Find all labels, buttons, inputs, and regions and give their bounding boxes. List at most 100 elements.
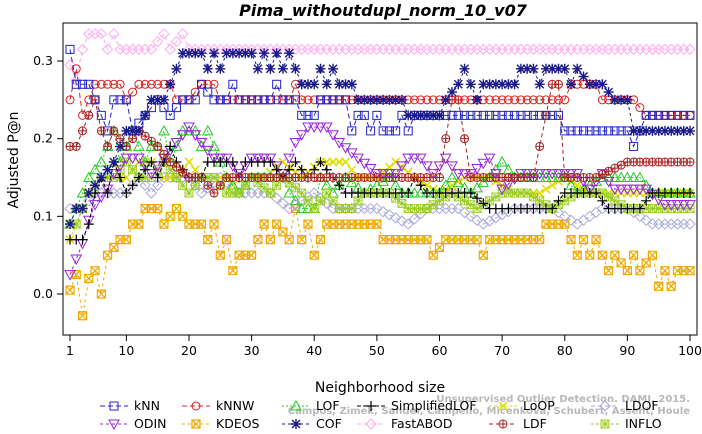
data-point [140, 164, 151, 175]
data-point [65, 219, 75, 230]
data-point [297, 95, 307, 105]
data-point [214, 153, 227, 165]
data-point [478, 250, 488, 260]
data-point [472, 204, 482, 214]
legend-marker [191, 401, 201, 411]
legend-label: INFLO [625, 416, 662, 431]
data-point [133, 125, 144, 136]
data-point [89, 163, 101, 175]
data-point [546, 171, 559, 182]
data-point [215, 250, 225, 260]
data-point [409, 110, 420, 121]
data-point [158, 124, 170, 136]
data-point [471, 214, 483, 226]
data-point [560, 196, 570, 206]
data-point [78, 126, 88, 136]
data-point [659, 200, 671, 211]
data-point [146, 79, 156, 89]
data-point [76, 43, 89, 56]
data-point [177, 48, 188, 59]
data-point [560, 126, 570, 136]
data-point [397, 198, 407, 208]
data-point [146, 94, 157, 105]
y-tick-label: 0.1 [33, 208, 53, 223]
data-point [228, 95, 238, 105]
data-point [96, 289, 106, 299]
legend-item-lof: LOF [282, 398, 340, 413]
data-point [441, 134, 451, 144]
data-point [641, 110, 651, 120]
data-point [322, 188, 332, 198]
data-point [101, 184, 114, 196]
data-point [103, 126, 113, 136]
y-axis-ticks: 0.0 0.1 0.2 0.3 [33, 53, 63, 301]
data-point [272, 180, 282, 190]
legend-label: SimplifiedLOF [391, 398, 477, 413]
data-point [396, 94, 407, 105]
series-simplifiedlof [65, 141, 695, 245]
data-point [65, 95, 75, 105]
data-point [627, 171, 640, 182]
data-point [109, 79, 119, 89]
data-point [82, 171, 95, 182]
data-point [616, 258, 626, 268]
data-point [485, 110, 495, 120]
data-point [258, 153, 270, 165]
data-point [115, 141, 126, 152]
data-point [609, 94, 620, 105]
data-point [371, 94, 382, 105]
data-point [510, 110, 520, 120]
data-point [591, 235, 601, 245]
legend-label: FastABOD [391, 416, 453, 431]
data-point [553, 110, 563, 120]
x-tick-label: 80 [557, 343, 573, 358]
data-point [578, 71, 589, 82]
data-point [190, 48, 201, 59]
data-point [102, 164, 113, 175]
data-point [608, 184, 621, 196]
data-point [685, 204, 695, 214]
data-point [616, 126, 626, 136]
data-point [358, 158, 371, 170]
data-point [320, 122, 333, 134]
series-line-odin [69, 126, 690, 275]
data-point [103, 79, 113, 89]
data-point [509, 79, 520, 90]
data-point [109, 95, 119, 105]
data-point [227, 48, 238, 59]
data-point [145, 169, 158, 180]
data-point [627, 206, 640, 219]
data-point [428, 200, 438, 210]
data-point [95, 192, 108, 203]
data-point [83, 188, 94, 199]
data-point [422, 235, 432, 245]
legend-label: ODIN [134, 416, 167, 431]
data-point [115, 95, 125, 105]
data-point [684, 43, 696, 56]
data-point [465, 188, 476, 199]
data-point [284, 48, 295, 59]
series-line-cof [69, 51, 690, 225]
data-point [377, 205, 389, 218]
y-tick-label: 0.3 [33, 53, 53, 68]
data-point [615, 171, 627, 182]
data-point [290, 63, 301, 74]
data-point [615, 184, 627, 196]
data-point [553, 79, 563, 89]
data-point [585, 126, 595, 136]
data-point [184, 157, 194, 167]
data-point [120, 153, 133, 165]
data-point [396, 215, 408, 227]
series-line-knn [69, 49, 690, 148]
data-point [446, 161, 458, 172]
data-point [647, 110, 657, 120]
data-point [71, 219, 81, 229]
data-point [290, 203, 301, 214]
data-point [278, 95, 288, 105]
legend-marker [600, 419, 610, 429]
data-point [153, 203, 163, 214]
data-point [634, 125, 645, 136]
data-point [201, 145, 214, 157]
data-point [540, 171, 552, 182]
